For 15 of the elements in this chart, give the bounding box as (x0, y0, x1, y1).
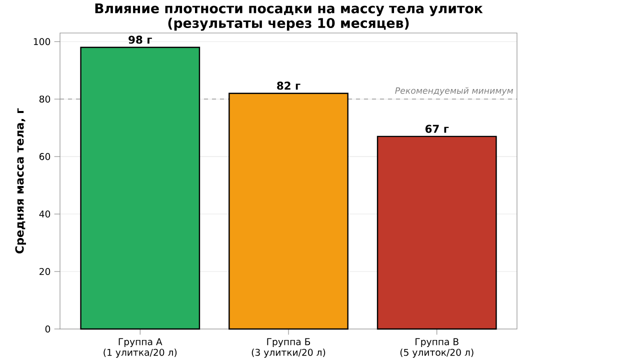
y-tick-label: 80 (39, 96, 50, 103)
ref-line-label: Рекомендуемый минимум (395, 87, 514, 96)
data-label: 67 г (425, 124, 449, 133)
y-tick-label: 100 (34, 38, 50, 46)
data-label: 98 г (128, 36, 152, 44)
x-tick-label: Группа А (1 улитка/20 л) (104, 338, 177, 358)
y-axis-title: Средняя масса тела, г (15, 108, 26, 254)
y-tick-label: 20 (40, 268, 50, 276)
y-tick-label: 40 (39, 210, 50, 218)
x-tick-label: Группа Б (3 улитки/20 л) (252, 338, 326, 358)
y-tick-label: 0 (45, 325, 50, 333)
data-label: 82 г (277, 82, 300, 90)
y-tick-label: 60 (39, 153, 50, 160)
chart-title: Влияние плотности посадки на массу тела улиток (результаты через 10 месяцев) (95, 3, 483, 31)
x-tick-label: Группа В (5 улиток/20 л) (400, 338, 474, 358)
